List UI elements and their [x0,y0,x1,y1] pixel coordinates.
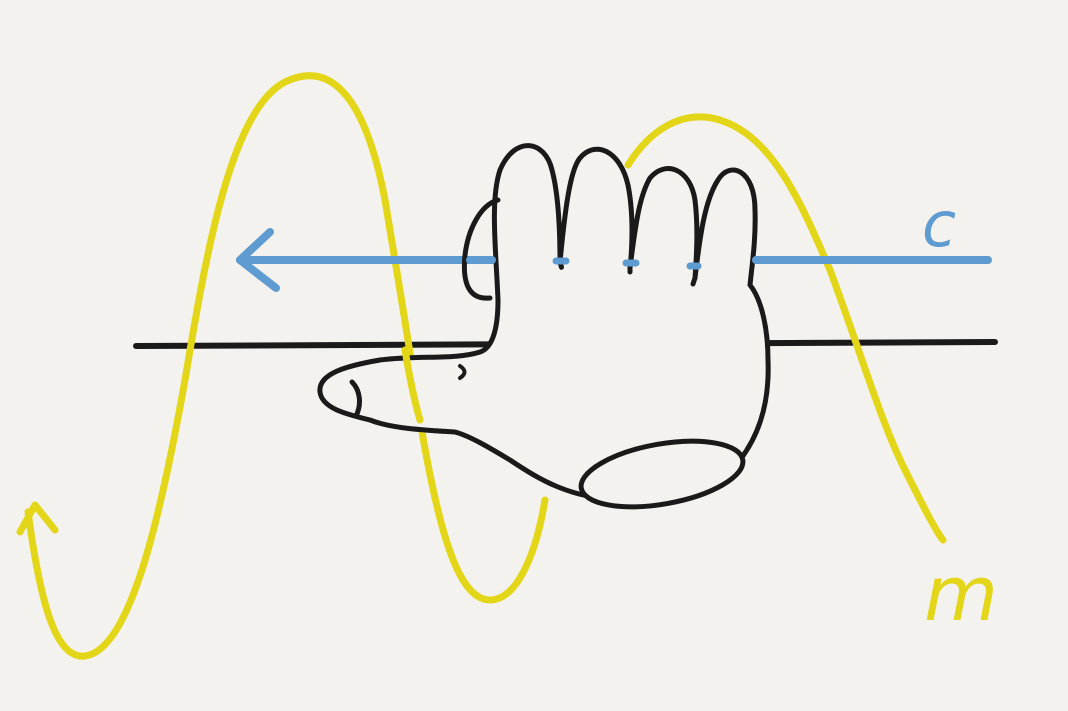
wave-arrowhead [16,501,59,536]
wave-over-thumb [401,346,424,424]
wave-curve [24,72,549,660]
hand-thumbnail [349,379,362,419]
hand-wrist [578,438,746,510]
hand-palm [317,143,771,503]
label-m: m [924,549,998,638]
right-hand-icon [317,143,771,510]
wave-curve-right [624,113,947,544]
hand-finger-line-3 [690,275,698,287]
label-c: c [922,188,956,261]
hand-knuckle [458,364,467,380]
hand-finger-back [461,197,501,301]
c-arrowhead [236,228,280,292]
